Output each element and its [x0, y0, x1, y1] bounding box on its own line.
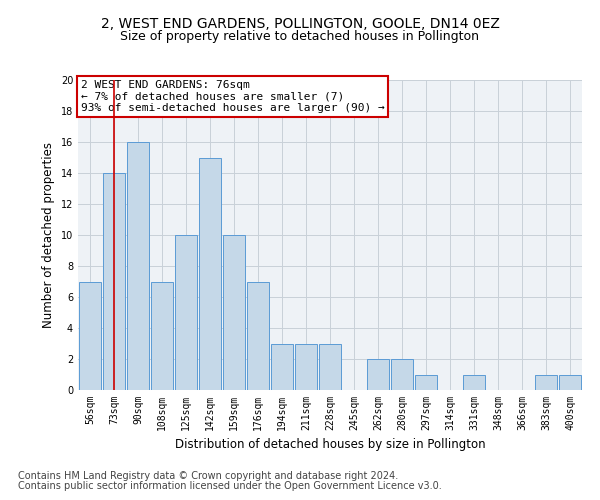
- Bar: [319, 344, 341, 390]
- Bar: [559, 374, 581, 390]
- Bar: [151, 282, 173, 390]
- Text: Contains public sector information licensed under the Open Government Licence v3: Contains public sector information licen…: [18, 481, 442, 491]
- Text: Contains HM Land Registry data © Crown copyright and database right 2024.: Contains HM Land Registry data © Crown c…: [18, 471, 398, 481]
- Bar: [127, 142, 149, 390]
- Bar: [463, 374, 485, 390]
- X-axis label: Distribution of detached houses by size in Pollington: Distribution of detached houses by size …: [175, 438, 485, 452]
- Bar: [391, 359, 413, 390]
- Bar: [247, 282, 269, 390]
- Bar: [79, 282, 101, 390]
- Bar: [367, 359, 389, 390]
- Bar: [175, 235, 197, 390]
- Bar: [295, 344, 317, 390]
- Y-axis label: Number of detached properties: Number of detached properties: [42, 142, 55, 328]
- Text: 2 WEST END GARDENS: 76sqm
← 7% of detached houses are smaller (7)
93% of semi-de: 2 WEST END GARDENS: 76sqm ← 7% of detach…: [80, 80, 384, 113]
- Bar: [271, 344, 293, 390]
- Bar: [199, 158, 221, 390]
- Bar: [223, 235, 245, 390]
- Bar: [415, 374, 437, 390]
- Text: 2, WEST END GARDENS, POLLINGTON, GOOLE, DN14 0EZ: 2, WEST END GARDENS, POLLINGTON, GOOLE, …: [101, 18, 499, 32]
- Text: Size of property relative to detached houses in Pollington: Size of property relative to detached ho…: [121, 30, 479, 43]
- Bar: [535, 374, 557, 390]
- Bar: [103, 173, 125, 390]
